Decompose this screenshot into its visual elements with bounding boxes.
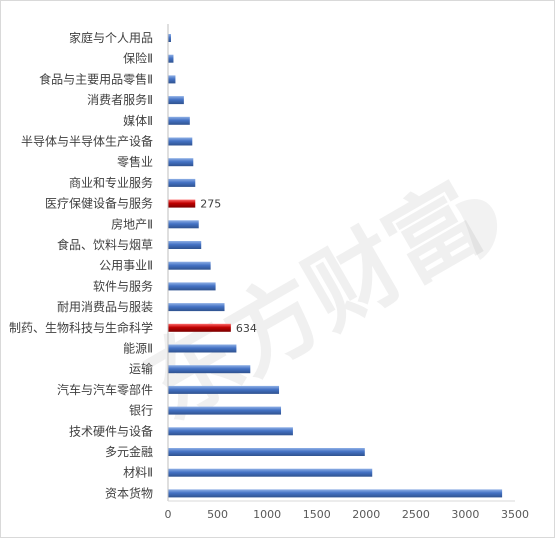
x-tick-label: 0 — [165, 508, 172, 521]
bar — [168, 427, 293, 436]
category-label: 消费者服务Ⅱ — [87, 92, 153, 107]
x-tick-label: 500 — [207, 508, 228, 521]
bar — [168, 241, 202, 249]
bar — [168, 468, 373, 477]
bar — [168, 365, 251, 374]
category-label: 材料Ⅱ — [123, 466, 153, 480]
category-label: 公用事业Ⅱ — [99, 259, 153, 273]
category-label: 银行 — [129, 404, 153, 418]
bar — [168, 344, 237, 353]
category-label: 食品、饮料与烟草 — [57, 237, 153, 252]
watermark-leaf-icon — [455, 199, 498, 260]
category-label: 零售业 — [117, 154, 153, 169]
x-tick-label: 1000 — [253, 508, 281, 521]
category-label: 家庭与个人用品 — [69, 30, 153, 45]
category-label: 汽车与汽车零部件 — [57, 382, 153, 397]
x-tick-label: 1500 — [303, 508, 331, 521]
x-tick-label: 3000 — [451, 508, 479, 521]
category-label: 运输 — [129, 361, 153, 376]
x-tick-label: 2500 — [402, 508, 430, 521]
category-label: 资本货物 — [105, 485, 153, 500]
bar — [168, 54, 174, 63]
category-label: 软件与服务 — [93, 278, 153, 293]
bar — [168, 282, 216, 291]
category-label: 耐用消费品与服装 — [57, 300, 153, 314]
category-label: 制药、生物科技与生命科学 — [9, 320, 153, 335]
data-label: 634 — [236, 322, 257, 335]
bar — [168, 34, 171, 42]
bar — [168, 385, 280, 394]
category-label: 多元金融 — [105, 444, 153, 459]
bar — [168, 406, 282, 415]
bar — [168, 158, 194, 167]
x-axis: 0 500 1000 1500 2000 2500 3000 3500 — [165, 24, 529, 521]
bar — [168, 489, 503, 498]
bar — [168, 448, 365, 456]
x-tick-label: 2000 — [352, 508, 380, 521]
bar — [168, 137, 193, 146]
data-label: 275 — [200, 198, 221, 211]
bar — [168, 199, 196, 208]
bar — [168, 96, 184, 105]
bar — [168, 116, 190, 125]
category-label: 能源Ⅱ — [123, 342, 153, 356]
bar — [168, 178, 196, 187]
category-label: 医疗保健设备与服务 — [45, 196, 153, 211]
category-label: 半导体与半导体生产设备 — [21, 135, 153, 149]
category-label: 食品与主要用品零售Ⅱ — [39, 71, 153, 86]
bar — [168, 220, 199, 229]
category-label: 技术硬件与设备 — [69, 424, 153, 438]
bar — [168, 323, 231, 332]
bars-group: 275 634 — [168, 34, 503, 498]
category-label: 商业和专业服务 — [69, 175, 153, 190]
category-label: 房地产Ⅱ — [111, 216, 153, 231]
category-label: 保险Ⅱ — [123, 51, 153, 66]
x-tick-label: 3500 — [501, 508, 529, 521]
bar — [168, 75, 176, 84]
category-label: 媒体Ⅱ — [123, 114, 153, 128]
bar — [168, 303, 225, 312]
bar — [168, 261, 211, 270]
